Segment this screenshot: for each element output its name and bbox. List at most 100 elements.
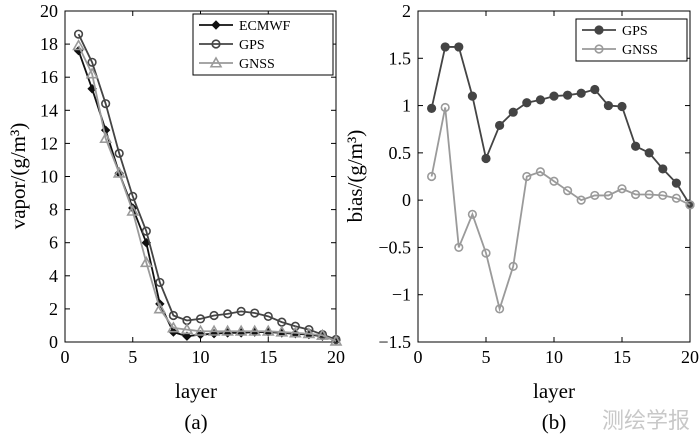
legend-box [575,18,688,62]
y-tick-label-2: 4 [49,266,58,286]
ecmwf-point-legend [211,20,221,30]
chart-a-ylabel: vapor/(g/m³) [6,123,30,230]
y-tick-label-0: −1.5 [378,332,411,352]
series-ecmwf [73,46,341,346]
gnss-point-3 [467,209,478,219]
ecmwf-line [77,50,337,342]
gps-point-17 [658,164,668,174]
gps-point-7 [522,98,532,108]
y-tick-label-5: 1 [402,96,411,116]
chart-a-xlabel: layer [175,379,217,403]
gnss-point-17 [302,327,316,339]
gnss-point-3 [112,166,126,178]
gnss-point-15 [630,189,641,200]
gps-point-3 [114,148,124,158]
gnss-point-7 [522,171,532,182]
ecmwf-point-8 [182,331,192,341]
gps-line [77,33,337,341]
gnss-point-10 [207,324,221,336]
gps-point-11 [576,88,586,98]
chart-a-legend: ECMWF GPS GNSS [192,13,334,76]
gps-point-14 [263,311,273,321]
chart-panel-a: 0 5 10 15 20 0 2 4 6 8 10 12 14 16 18 20 ECMWF GPS GNSS l… [6,1,345,434]
gps-point-16 [644,148,654,158]
gnss-point-14 [617,184,627,194]
gnss-point-18 [316,328,329,340]
gnss-point-legend [594,44,604,54]
gps-point-11 [223,309,233,319]
gnss-point-5 [139,255,153,268]
x-tick-label-3: 15 [259,347,277,367]
gnss-point-6 [508,261,518,271]
gnss-point-11 [576,195,586,205]
chart-b-legend: GPS GNSS [575,18,688,62]
gnss-point-0 [427,171,437,182]
gps-line [430,46,691,206]
gnss-point-8 [180,322,194,335]
legend-label-gnss: GNSS [239,57,275,72]
gnss-point-4 [126,204,140,216]
gnss-point-legend [209,56,223,68]
legend-entry-gps: GPS [199,38,265,53]
chart-a-series [72,29,343,346]
gnss-point-1 [440,102,450,113]
gnss-point-16 [644,189,654,200]
legend-label-gps: GPS [622,24,648,39]
y-tick-label-1: 2 [49,299,58,319]
gnss-point-7 [167,321,180,333]
gnss-point-19 [329,334,343,346]
x-tick-label-2: 10 [545,347,563,367]
legend-label-gnss: GNSS [622,43,658,58]
x-tick-label-0: 0 [414,347,423,367]
legend-entry-gnss: GNSS [582,43,658,58]
gps-point-6 [508,107,518,117]
gps-point-4 [128,191,138,201]
y-tick-label-3: 6 [49,233,58,253]
gps-point-5 [141,226,151,236]
gnss-point-13 [603,190,614,201]
gps-point-0 [427,103,437,114]
gnss-point-9 [194,324,207,336]
gnss-point-13 [248,324,262,336]
gnss-point-11 [221,324,234,336]
gnss-point-1 [85,67,99,79]
gps-point-12 [590,84,600,95]
gnss-point-2 [454,242,464,253]
gps-point-legend [594,25,604,35]
gnss-point-0 [72,39,85,51]
gnss-point-12 [234,324,248,336]
x-tick-label-4: 20 [681,347,699,367]
gnss-point-18 [671,193,682,203]
gps-point-13 [603,100,614,111]
legend-label-gps: GPS [239,38,265,53]
series-gps [73,29,341,345]
chart-a-panel-label: (a) [184,410,207,434]
legend-entry-gps: GPS [582,24,648,39]
x-tick-label-2: 10 [192,347,210,367]
gnss-point-10 [562,186,573,196]
gps-point-2 [454,42,464,52]
series-gnss [72,39,343,346]
y-tick-label-1: −1 [392,285,411,305]
legend-entry-ecmwf: ECMWF [199,19,291,34]
gnss-point-14 [261,324,275,336]
chart-b-xlabel: layer [533,379,575,403]
gnss-point-12 [590,190,600,201]
chart-b-panel-label: (b) [542,410,567,434]
y-tick-label-5: 10 [40,167,58,187]
y-tick-label-0: 0 [49,332,58,352]
gps-point-10 [562,90,573,100]
y-tick-label-6: 1.5 [389,48,412,68]
gnss-line [77,45,337,343]
gps-point-16 [290,321,300,331]
chart-b-ylabel: bias/(g/m³) [343,130,367,223]
y-tick-label-4: 0.5 [389,143,412,163]
y-tick-label-10: 20 [40,1,58,21]
gps-point-1 [87,57,97,67]
gnss-point-16 [288,326,302,338]
chart-b-series [427,42,695,314]
gnss-point-6 [153,302,167,314]
x-tick-label-1: 5 [482,347,491,367]
gps-point-12 [236,306,246,316]
